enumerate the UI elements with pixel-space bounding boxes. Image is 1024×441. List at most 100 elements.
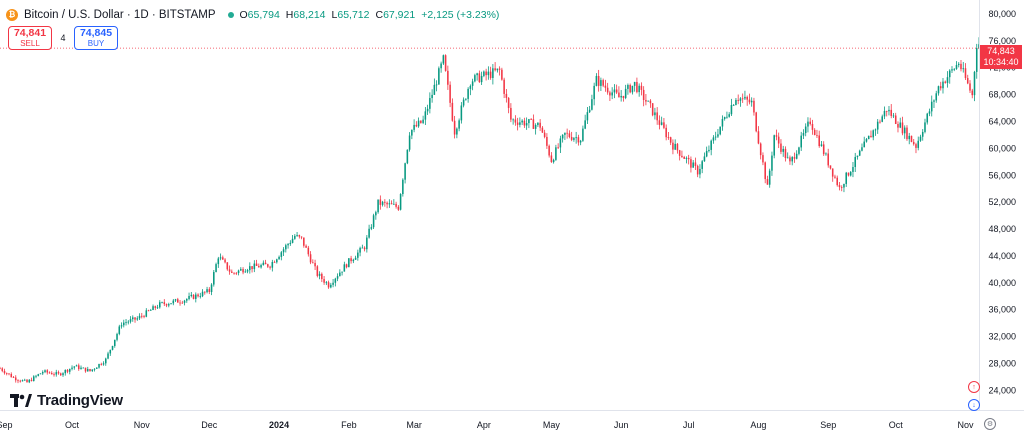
- candle-body: [98, 363, 100, 368]
- candle-body: [962, 68, 965, 70]
- candle-body: [530, 119, 532, 120]
- candle-body: [710, 140, 712, 150]
- time-axis-label: Oct: [65, 420, 80, 430]
- candle-body: [564, 132, 566, 135]
- candle-body: [705, 150, 708, 157]
- candle-body: [672, 142, 674, 150]
- sell-button[interactable]: 74,841 SELL: [8, 26, 52, 50]
- time-axis-label: Nov: [957, 420, 974, 430]
- candle-body: [300, 236, 303, 238]
- candle-body: [140, 315, 143, 317]
- candle-body: [134, 317, 136, 320]
- time-axis-label: Mar: [406, 420, 422, 430]
- candle-body: [849, 171, 852, 176]
- candle-body: [865, 139, 868, 142]
- candle-body: [613, 89, 616, 93]
- candle-body: [924, 122, 926, 132]
- symbol-title[interactable]: Bitcoin / U.S. Dollar · 1D · BITSTAMP: [24, 9, 216, 21]
- candle-body: [953, 68, 956, 70]
- candle-body: [811, 123, 814, 130]
- candle-body: [195, 294, 197, 299]
- candle-body: [528, 119, 530, 124]
- candle-body: [600, 80, 602, 86]
- candle-body: [539, 122, 541, 128]
- candle-body: [46, 370, 49, 373]
- candle-body: [640, 85, 643, 90]
- candle-body: [161, 302, 163, 304]
- candle-body: [174, 299, 177, 301]
- candle-body: [10, 373, 13, 378]
- candle-body: [154, 306, 157, 308]
- candle-body: [460, 105, 463, 121]
- candle-body: [224, 259, 226, 263]
- candle-body: [276, 259, 278, 263]
- candle-body: [390, 203, 393, 205]
- candle-body: [138, 315, 141, 319]
- candle-body: [93, 368, 96, 370]
- candle-body: [150, 309, 152, 311]
- candle-body: [120, 325, 123, 327]
- event-marker-icon[interactable]: ↓: [968, 399, 980, 411]
- bar-countdown: 10:34:40: [983, 57, 1019, 67]
- candle-body: [667, 137, 670, 138]
- candle-body: [798, 147, 800, 154]
- market-open-dot-icon: [227, 12, 234, 18]
- candle-body: [41, 372, 44, 374]
- alert-marker-icon[interactable]: ↑: [968, 381, 980, 393]
- candle-body: [411, 129, 413, 136]
- candle-body: [440, 63, 442, 69]
- candle-body: [107, 353, 109, 359]
- candle-body: [325, 282, 328, 284]
- spread-value: 4: [60, 33, 66, 43]
- candle-body: [726, 116, 728, 118]
- candle-body: [48, 372, 51, 374]
- candle-body: [100, 363, 103, 365]
- candle-body: [442, 55, 445, 64]
- low-label: L: [331, 9, 338, 21]
- candle-body: [537, 122, 539, 126]
- tradingview-logo[interactable]: TradingView: [10, 392, 123, 409]
- candle-body: [966, 78, 969, 84]
- candle-body: [665, 127, 667, 138]
- buy-button[interactable]: 74,845 BUY: [74, 26, 118, 50]
- candle-body: [64, 369, 67, 374]
- candle-body: [759, 143, 762, 156]
- candle-body: [885, 110, 888, 112]
- price-axis-label: 68,000: [988, 90, 1016, 100]
- time-axis[interactable]: Sep Oct Nov Dec 2024 Feb Mar Apr May Jun Jul Aug Sep…: [0, 420, 974, 430]
- candle-body: [971, 90, 974, 96]
- candle-body: [908, 135, 911, 140]
- last-price-value: 74,843: [987, 46, 1015, 56]
- candle-body: [969, 83, 971, 91]
- candle-body: [17, 380, 19, 382]
- candle-body: [170, 303, 172, 305]
- candle-body: [975, 48, 978, 72]
- candle-body: [474, 75, 476, 82]
- candle-body: [447, 70, 449, 85]
- candle-body: [960, 63, 962, 70]
- candle-body: [737, 99, 739, 101]
- candle-body: [181, 302, 184, 304]
- candle-body: [807, 121, 809, 127]
- candle-body: [840, 187, 843, 188]
- candle-body: [521, 120, 523, 123]
- candle-body: [420, 120, 422, 123]
- settings-gear-icon[interactable]: ⚙: [984, 418, 996, 430]
- candle-body: [62, 373, 64, 376]
- candle-body: [649, 100, 652, 104]
- candle-body: [870, 135, 872, 138]
- price-axis[interactable]: 24,000 28,000 32,000 36,000 40,000 44,000 48,0…: [988, 9, 1016, 395]
- candle-body: [741, 98, 744, 100]
- candle-body: [111, 345, 114, 350]
- candle-body: [782, 148, 784, 152]
- buy-label: BUY: [87, 39, 105, 49]
- candle-body: [0, 368, 1, 370]
- candle-body: [917, 140, 920, 148]
- candle-body: [717, 134, 719, 137]
- candle-body: [303, 237, 305, 246]
- candle-body: [402, 179, 404, 195]
- candle-body: [129, 319, 132, 322]
- candle-body: [489, 71, 492, 78]
